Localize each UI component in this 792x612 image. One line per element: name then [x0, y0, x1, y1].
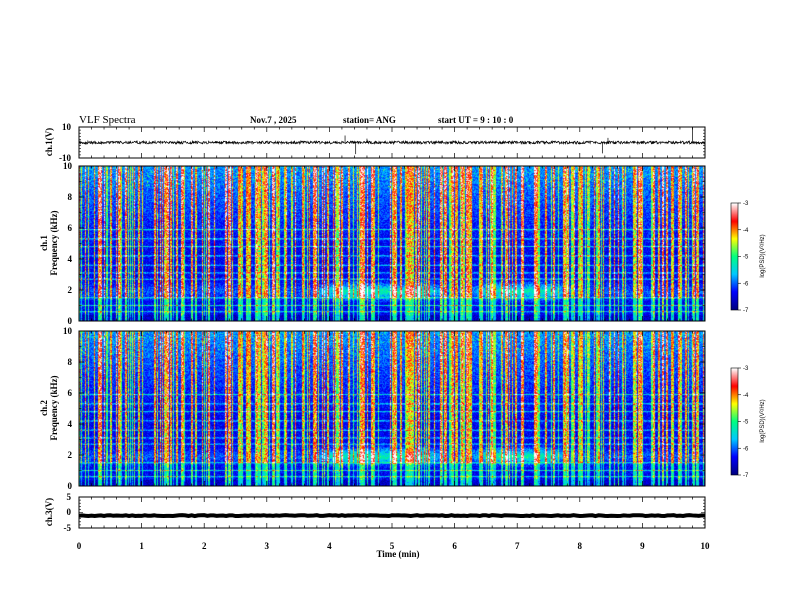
x-ticklabel: 6	[452, 541, 457, 551]
x-ticklabel: 3	[265, 541, 270, 551]
ch3-ytick-mid: 0	[67, 507, 72, 517]
colorbar-ch1-ticklabel: -4	[743, 228, 749, 234]
colorbar-ch2-ticklabel: -7	[743, 473, 749, 479]
ch1-spectrogram-yticklabel: 6	[68, 223, 73, 233]
ch1-spectrogram-frame	[78, 165, 706, 322]
x-ticklabel: 4	[327, 541, 332, 551]
x-ticklabel: 2	[202, 541, 207, 551]
ch1-panel: 10 -10 ch.1(V)	[44, 122, 706, 163]
ch1-spectrogram-image	[79, 166, 705, 321]
x-ticklabel: 1	[139, 541, 144, 551]
ch2-spectrogram-image	[79, 331, 705, 486]
ch1-spectrogram-yticklabel: 10	[63, 161, 73, 171]
colorbar-ch1-ticks: -3 -4 -5 -6 -7	[738, 201, 749, 314]
x-ticklabel: 7	[515, 541, 520, 551]
date-label: Nov.7 , 2025	[250, 115, 297, 125]
ch3-plot-bg	[79, 497, 705, 528]
ch1-spectrogram-yticklabel: 2	[68, 285, 73, 295]
ch2-spectrogram-ylabel-1: ch.2	[39, 400, 49, 416]
ch2-spectrogram-yticklabel: 2	[68, 450, 73, 460]
ch1-ytick-bottom: -10	[59, 153, 71, 163]
ch1-spectrogram-yticklabel: 8	[68, 192, 73, 202]
x-axis-ticklabels: 0 1 2 3 4 5 6 7 8 9 10	[77, 541, 710, 551]
x-ticklabel: 8	[578, 541, 583, 551]
colorbar-ch1-ticklabel: -6	[743, 281, 749, 287]
ch1-spectrogram-yticklabel: 4	[68, 254, 73, 264]
colorbar-ch1-ticklabel: -5	[743, 255, 749, 261]
x-ticklabel: 5	[390, 541, 395, 551]
colorbar-ch2-ticks: -3 -4 -5 -6 -7	[738, 366, 749, 479]
ch3-ytick-top: 5	[67, 492, 72, 502]
ch3-frame	[78, 496, 706, 529]
ch1-spectrogram-ylabel-2: Frequency (kHz)	[49, 210, 59, 275]
ch1-spectrogram-ylabel-1: ch.1	[39, 235, 49, 251]
ch2-spectrogram-yticklabel: 8	[68, 357, 73, 367]
ch3-ytick-bottom: -5	[64, 523, 72, 533]
ch2-spectrogram-ylabel-2: Frequency (kHz)	[49, 375, 59, 440]
colorbar-ch1-label: log(PSD)(V²/Hz)	[760, 234, 766, 277]
colorbar-ch1-ticklabel: -3	[743, 201, 749, 207]
ch1-ytick-top: 10	[62, 122, 72, 132]
ch1-waveform-line	[78, 127, 706, 155]
x-ticklabel: 9	[640, 541, 645, 551]
x-axis-label: Time (min)	[376, 549, 419, 559]
ch1-spectrogram-yticklabel: 0	[68, 316, 73, 326]
colorbar-ch1-ticklabel: -7	[743, 308, 749, 314]
colorbar-ch2-ticklabel: -6	[743, 446, 749, 452]
ch2-spectrogram-yticklabel: 10	[63, 326, 73, 336]
ch1-ylabel: ch.1(V)	[44, 128, 54, 156]
ch2-spectrogram-yticklabel: 4	[68, 419, 73, 429]
colorbar-ch2-ticklabel: -4	[743, 393, 749, 399]
colorbar-ch2-label: log(PSD)(V²/Hz)	[760, 399, 766, 442]
colorbar-ch2-ticklabel: -5	[743, 420, 749, 426]
colorbar-ch2-gradient	[731, 368, 738, 475]
ch2-spectrogram-yticklabel: 0	[68, 481, 73, 491]
ch2-spectrogram-yticklabel: 6	[68, 388, 73, 398]
x-ticklabel: 10	[701, 541, 711, 551]
colorbar-ch1-gradient	[731, 203, 738, 310]
ch3-panel: 5 0 -5 ch.3(V)	[44, 492, 706, 533]
station-label: station= ANG	[343, 115, 396, 125]
figure-title: VLF Spectra	[79, 114, 136, 126]
x-ticklabel: 0	[77, 541, 82, 551]
ch1-spectrogram-panel: 0 2 4 6 8 10 ch.1 Frequency (kHz)	[39, 161, 706, 326]
colorbar-ch2-ticklabel: -3	[743, 366, 749, 372]
colorbar-ch2: -3 -4 -5 -6 -7 log(PSD)(V²/Hz)	[730, 366, 766, 479]
ch1-frame	[78, 126, 706, 159]
colorbar-ch1: -3 -4 -5 -6 -7 log(PSD)(V²/Hz)	[730, 201, 766, 314]
ch3-waveform-line	[78, 513, 706, 519]
ch2-spectrogram-yticklabels: 0 2 4 6 8 10	[63, 326, 73, 491]
ch3-ylabel: ch.3(V)	[44, 498, 54, 526]
ch1-spectrogram-yticklabels: 0 2 4 6 8 10	[63, 161, 73, 326]
ch2-spectrogram-panel: 0 2 4 6 8 10 ch.2 Frequency (kHz)	[39, 326, 706, 491]
start-ut-label: start UT = 9 : 10 : 0	[438, 115, 514, 125]
ch2-spectrogram-frame	[78, 330, 706, 487]
